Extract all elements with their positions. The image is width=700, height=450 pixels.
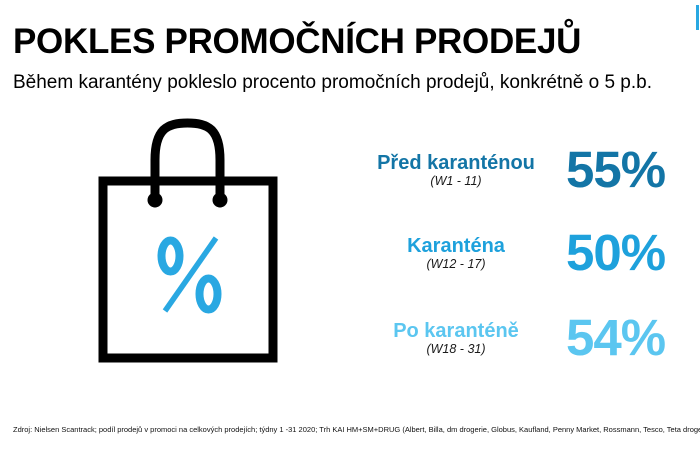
- stat-label: Před karanténou: [377, 151, 535, 174]
- stat-value: 50%: [566, 224, 666, 281]
- stat-label: Karanténa: [407, 234, 505, 257]
- page-subtitle: Během karantény pokleslo procento promoč…: [13, 72, 652, 93]
- stat-row-after-quarantine: Po karanténě (W18 - 31) 54%: [360, 309, 685, 366]
- stat-label-block: Po karanténě (W18 - 31): [360, 321, 552, 356]
- bag-handle: [150, 118, 225, 208]
- bag-body: [98, 176, 278, 363]
- bag-handle-dot-left: [147, 192, 163, 208]
- percent-symbol: [157, 236, 222, 314]
- stat-row-quarantine: Karanténa (W12 - 17) 50%: [360, 224, 685, 281]
- bag-handle-dot-right: [212, 192, 228, 208]
- stat-label: Po karanténě: [393, 319, 519, 342]
- stat-label-block: Před karanténou (W1 - 11): [360, 153, 552, 188]
- shopping-bag-icon: [98, 118, 278, 363]
- stat-row-before-quarantine: Před karanténou (W1 - 11) 55%: [360, 141, 685, 198]
- stat-period: (W12 - 17): [426, 256, 486, 271]
- source-footnote: Zdroj: Nielsen Scantrack; podíl prodejů …: [13, 425, 700, 434]
- stat-value: 54%: [566, 309, 666, 366]
- stat-period: (W18 - 31): [426, 341, 486, 356]
- stat-value: 55%: [566, 141, 666, 198]
- stat-label-block: Karanténa (W12 - 17): [360, 236, 552, 271]
- stat-period: (W1 - 11): [430, 173, 482, 188]
- page-title: POKLES PROMOČNÍCH PRODEJŮ: [13, 22, 582, 61]
- accent-tick-decoration: [696, 5, 699, 30]
